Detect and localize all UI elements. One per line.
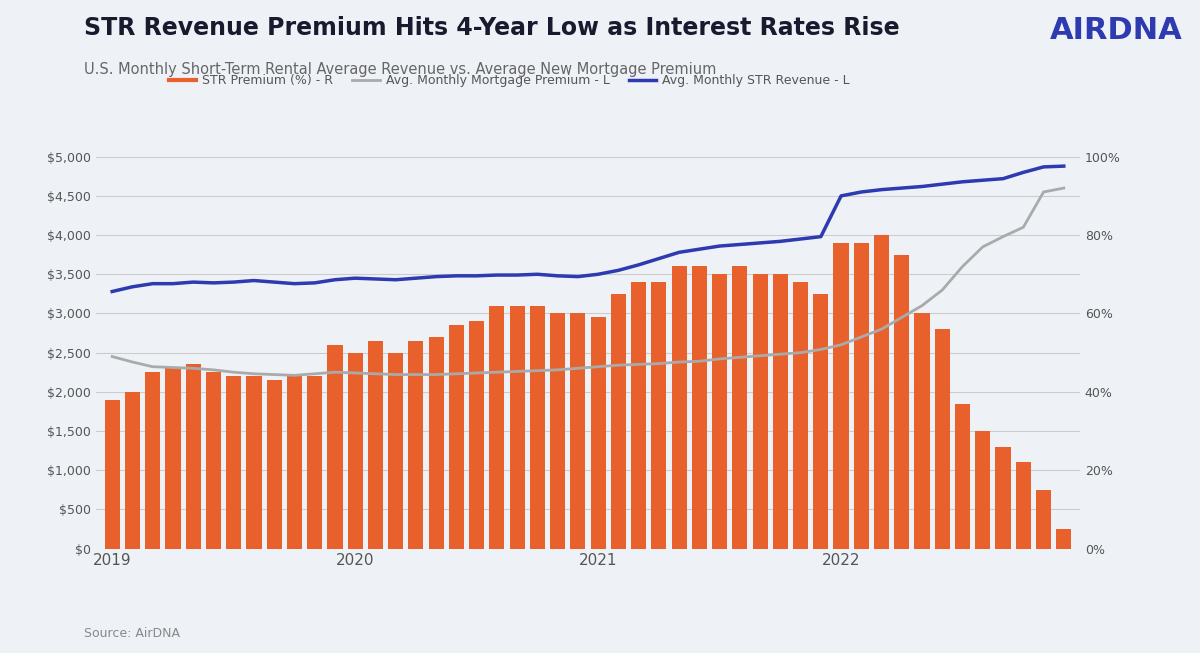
Bar <box>894 255 910 549</box>
Bar <box>287 376 302 549</box>
Bar <box>307 376 323 549</box>
Bar <box>914 313 930 549</box>
Bar <box>550 313 565 549</box>
Bar <box>712 274 727 549</box>
Bar <box>570 313 586 549</box>
Bar <box>793 282 808 549</box>
Bar <box>388 353 403 549</box>
Bar <box>732 266 748 549</box>
Text: AIRDNA: AIRDNA <box>1050 16 1183 45</box>
Bar <box>368 341 383 549</box>
Bar <box>348 353 362 549</box>
Bar <box>752 274 768 549</box>
Bar <box>186 364 200 549</box>
Bar <box>449 325 464 549</box>
Text: STR Revenue Premium Hits 4-Year Low as Interest Rates Rise: STR Revenue Premium Hits 4-Year Low as I… <box>84 16 900 40</box>
Bar <box>226 376 241 549</box>
Bar <box>490 306 504 549</box>
Bar <box>145 372 161 549</box>
Bar <box>125 392 140 549</box>
Bar <box>652 282 666 549</box>
Bar <box>611 294 626 549</box>
Bar <box>955 404 970 549</box>
Bar <box>672 266 686 549</box>
Bar <box>590 317 606 549</box>
Bar <box>529 306 545 549</box>
Bar <box>853 243 869 549</box>
Bar <box>773 274 788 549</box>
Bar <box>935 329 950 549</box>
Bar <box>691 266 707 549</box>
Bar <box>631 282 647 549</box>
Bar <box>428 337 444 549</box>
Bar <box>1036 490 1051 549</box>
Bar <box>166 368 180 549</box>
Bar <box>996 447 1010 549</box>
Bar <box>510 306 524 549</box>
Bar <box>976 431 990 549</box>
Text: U.S. Monthly Short-Term Rental Average Revenue vs. Average New Mortgage Premium: U.S. Monthly Short-Term Rental Average R… <box>84 62 716 77</box>
Bar <box>328 345 342 549</box>
Bar <box>104 400 120 549</box>
Bar <box>1056 529 1072 549</box>
Bar <box>1015 462 1031 549</box>
Bar <box>206 372 221 549</box>
Bar <box>814 294 828 549</box>
Bar <box>874 235 889 549</box>
Bar <box>408 341 424 549</box>
Bar <box>266 380 282 549</box>
Bar <box>246 376 262 549</box>
Bar <box>834 243 848 549</box>
Bar <box>469 321 485 549</box>
Text: Source: AirDNA: Source: AirDNA <box>84 627 180 640</box>
Legend: STR Premium (%) - R, Avg. Monthly Mortgage Premium - L, Avg. Monthly STR Revenue: STR Premium (%) - R, Avg. Monthly Mortga… <box>163 69 854 92</box>
